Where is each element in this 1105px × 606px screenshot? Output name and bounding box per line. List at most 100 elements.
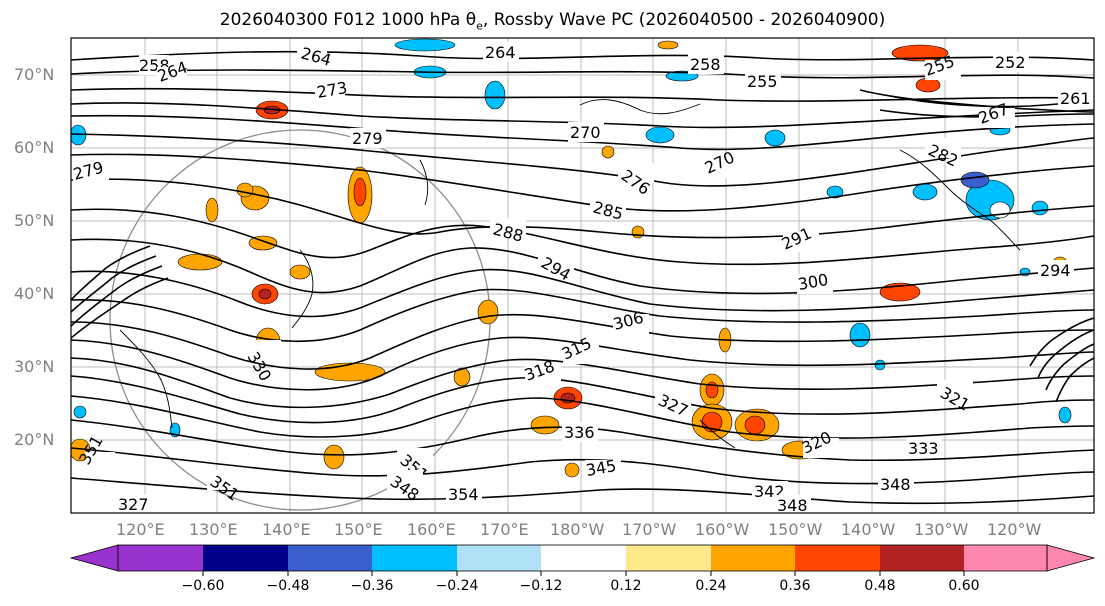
contour-label-bg <box>397 448 433 468</box>
contour-label-bg <box>925 138 961 158</box>
contour-label: 255 <box>747 72 778 91</box>
contour-label-bg <box>538 250 574 270</box>
contour-label-bg <box>85 452 115 472</box>
lon-label-120e: 120°E <box>116 520 165 539</box>
colorbar <box>69 544 1096 576</box>
blob-positive-core <box>744 415 766 435</box>
colorbar-outline <box>117 544 1048 572</box>
lat-label-40n: 40°N <box>14 284 55 303</box>
title-subscript: e <box>476 19 483 33</box>
anomaly-fills <box>71 38 1072 478</box>
contour-label: 333 <box>908 439 939 458</box>
contour-label: 348 <box>777 496 808 515</box>
colorbar-bin <box>711 545 795 571</box>
lon-label-160e: 160°E <box>407 520 456 539</box>
colorbar-bin <box>372 545 457 571</box>
contour-label: 336 <box>564 423 595 442</box>
colorbar-extend-high <box>1046 544 1096 572</box>
blob-positive <box>289 264 311 280</box>
contour-label-bg <box>797 274 833 294</box>
contour-label-bg <box>483 42 519 62</box>
map-frame <box>70 37 1095 514</box>
blob-negative <box>849 322 871 348</box>
contour-label-bg <box>1038 260 1074 280</box>
lon-label-150w: 150°W <box>768 520 823 539</box>
colorbar-tick: 0.24 <box>695 578 727 594</box>
contour-label: 264 <box>485 43 516 62</box>
lat-label-70n: 70°N <box>14 65 55 84</box>
blob-positive <box>323 444 345 470</box>
contour-label: 327 <box>118 495 149 514</box>
contour-label: 294 <box>1040 261 1071 280</box>
colorbar-bin <box>795 545 880 571</box>
lon-label-150e: 150°E <box>334 520 383 539</box>
contour-label: 252 <box>995 53 1026 72</box>
colorbar-bin <box>626 545 711 571</box>
lat-label-50n: 50°N <box>14 211 55 230</box>
blob-positive <box>453 367 471 387</box>
colorbar-extend-low <box>69 544 119 572</box>
contour-label-bg <box>745 72 781 92</box>
contour-label-bg <box>245 340 281 360</box>
blob-positive <box>236 182 254 198</box>
blob-negative <box>484 80 506 110</box>
contour-label: 261 <box>1060 89 1091 108</box>
contour-label-bg <box>706 158 742 178</box>
contour-label-bg <box>207 470 243 490</box>
blob-positive <box>530 415 560 435</box>
blob-negative <box>73 405 87 419</box>
blob-positive <box>248 235 278 251</box>
colorbar-tick: −0.36 <box>350 578 394 594</box>
colorbar-tick: −0.48 <box>266 578 310 594</box>
contour-label-bg <box>562 422 598 442</box>
contour-label-bg <box>568 122 604 142</box>
lon-label-170w: 170°W <box>622 520 677 539</box>
contour-label-bg <box>906 438 942 458</box>
contour-label-bg <box>297 43 327 63</box>
contour-label-bg <box>116 494 146 514</box>
contour-label-bg <box>688 54 724 74</box>
blob-positive <box>631 225 645 239</box>
blob-positive-core <box>258 288 272 300</box>
contour-label-bg <box>446 484 482 504</box>
blob-negative <box>874 359 886 371</box>
lon-label-180w: 180°W <box>550 520 605 539</box>
blob-negative <box>394 38 456 52</box>
lon-label-130w: 130°W <box>914 520 969 539</box>
colorbar-bin <box>964 545 1047 571</box>
contour-label: 348 <box>880 475 911 494</box>
blob-negative-core <box>960 171 990 189</box>
blob-negative <box>826 185 844 199</box>
contour-label-bg <box>73 163 109 183</box>
lat-label-60n: 60°N <box>14 138 55 157</box>
contour-label-bg <box>157 67 187 87</box>
contour-label-bg <box>563 344 599 364</box>
blob-negative <box>1058 406 1072 424</box>
colorbar-tick: −0.24 <box>435 578 479 594</box>
colorbar-tick: 0.36 <box>779 578 811 594</box>
contour-label-bg <box>590 196 626 216</box>
contour-label-bg <box>490 218 526 238</box>
colorbar-bin <box>880 545 964 571</box>
contour-label-bg <box>775 495 811 515</box>
blob-negative <box>764 129 786 147</box>
blob-positive <box>564 462 580 478</box>
colorbar-tick: 0.48 <box>864 578 896 594</box>
lon-label-160w: 160°W <box>695 520 750 539</box>
lon-label-120w: 120°W <box>987 520 1042 539</box>
lon-label-140w: 140°W <box>841 520 896 539</box>
contour-label: 258 <box>690 55 721 74</box>
contour-label-bg <box>315 82 345 102</box>
contour-label: 354 <box>448 485 479 504</box>
contour-label: 270 <box>570 123 601 142</box>
contour-label-bg <box>979 108 1015 128</box>
contour-label-bg <box>937 380 973 400</box>
blob-positive <box>657 40 679 50</box>
lat-label-30n: 30°N <box>14 357 55 376</box>
contour-label-bg <box>925 60 961 80</box>
lon-label-170e: 170°E <box>480 520 529 539</box>
blob-negative <box>1031 200 1049 216</box>
contour-label-bg <box>613 314 649 334</box>
contour-label-bg <box>387 470 423 490</box>
